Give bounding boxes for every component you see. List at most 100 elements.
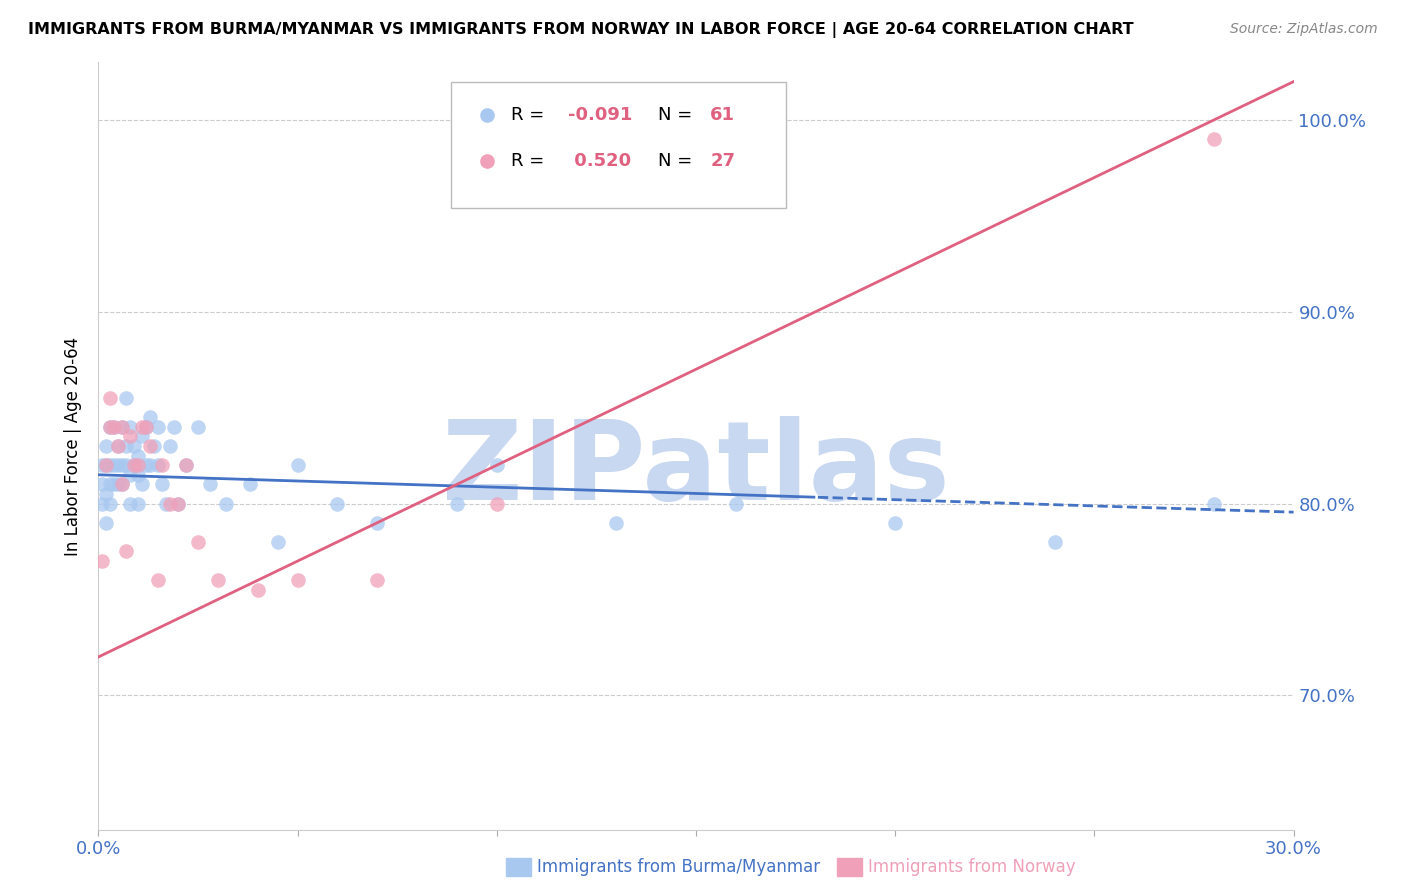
Point bbox=[198, 477, 221, 491]
Point bbox=[127, 467, 149, 482]
Point bbox=[120, 420, 142, 434]
Point bbox=[107, 439, 129, 453]
Point bbox=[148, 458, 170, 473]
Point bbox=[111, 477, 134, 491]
Point bbox=[174, 458, 197, 473]
Point bbox=[98, 458, 122, 473]
Text: R =: R = bbox=[510, 105, 550, 124]
Point bbox=[96, 458, 118, 473]
Point bbox=[124, 439, 146, 453]
Point bbox=[139, 410, 162, 425]
Point bbox=[120, 496, 142, 510]
Point bbox=[215, 496, 238, 510]
Point bbox=[107, 458, 129, 473]
Point bbox=[485, 496, 508, 510]
Text: ZIPatlas: ZIPatlas bbox=[441, 416, 950, 523]
Point bbox=[287, 573, 309, 587]
Point bbox=[115, 458, 138, 473]
Point bbox=[120, 467, 142, 482]
Point bbox=[103, 458, 125, 473]
Point bbox=[103, 477, 125, 491]
Point bbox=[605, 516, 627, 530]
Point bbox=[131, 477, 153, 491]
Point bbox=[98, 477, 122, 491]
Point bbox=[127, 496, 149, 510]
Point bbox=[124, 458, 146, 473]
FancyBboxPatch shape bbox=[451, 81, 786, 208]
Point bbox=[124, 458, 146, 473]
Point bbox=[111, 420, 134, 434]
Point bbox=[115, 439, 138, 453]
Point bbox=[163, 420, 186, 434]
Point bbox=[207, 573, 229, 587]
Text: 0.520: 0.520 bbox=[568, 152, 631, 169]
Point bbox=[91, 496, 114, 510]
Point bbox=[724, 496, 747, 510]
Point bbox=[159, 439, 181, 453]
Point bbox=[98, 420, 122, 434]
Text: -0.091: -0.091 bbox=[568, 105, 633, 124]
Point bbox=[1382, 244, 1405, 258]
Point bbox=[246, 582, 269, 597]
Text: IMMIGRANTS FROM BURMA/MYANMAR VS IMMIGRANTS FROM NORWAY IN LABOR FORCE | AGE 20-: IMMIGRANTS FROM BURMA/MYANMAR VS IMMIGRA… bbox=[28, 22, 1133, 38]
Point bbox=[98, 391, 122, 405]
Point bbox=[96, 516, 118, 530]
Text: 27: 27 bbox=[710, 152, 735, 169]
Point bbox=[446, 496, 468, 510]
Point bbox=[187, 534, 209, 549]
Point bbox=[111, 420, 134, 434]
Y-axis label: In Labor Force | Age 20-64: In Labor Force | Age 20-64 bbox=[65, 336, 83, 556]
Point bbox=[187, 420, 209, 434]
Point bbox=[150, 458, 173, 473]
Point bbox=[131, 420, 153, 434]
Point bbox=[115, 391, 138, 405]
Point bbox=[143, 439, 166, 453]
Point bbox=[107, 439, 129, 453]
Point bbox=[287, 458, 309, 473]
Text: N =: N = bbox=[658, 152, 697, 169]
Text: R =: R = bbox=[510, 152, 550, 169]
Point bbox=[167, 496, 190, 510]
Point bbox=[115, 544, 138, 558]
Point bbox=[366, 573, 388, 587]
Point bbox=[1043, 534, 1066, 549]
Point bbox=[103, 420, 125, 434]
Point bbox=[98, 496, 122, 510]
Text: 61: 61 bbox=[710, 105, 735, 124]
Point bbox=[159, 496, 181, 510]
Point bbox=[155, 496, 177, 510]
Point bbox=[107, 477, 129, 491]
Point bbox=[267, 534, 290, 549]
Point bbox=[239, 477, 262, 491]
Point bbox=[111, 477, 134, 491]
Point bbox=[135, 420, 157, 434]
Point bbox=[1202, 132, 1225, 146]
Point bbox=[148, 420, 170, 434]
Point bbox=[91, 554, 114, 568]
Text: N =: N = bbox=[658, 105, 697, 124]
Point bbox=[139, 458, 162, 473]
Point bbox=[98, 420, 122, 434]
Point bbox=[103, 420, 125, 434]
Point bbox=[131, 429, 153, 443]
Point bbox=[174, 458, 197, 473]
Text: Source: ZipAtlas.com: Source: ZipAtlas.com bbox=[1230, 22, 1378, 37]
Point bbox=[1202, 496, 1225, 510]
Point bbox=[96, 487, 118, 501]
Point bbox=[148, 573, 170, 587]
Point bbox=[111, 458, 134, 473]
Point bbox=[127, 449, 149, 463]
Point bbox=[96, 439, 118, 453]
Point bbox=[135, 420, 157, 434]
Point bbox=[127, 458, 149, 473]
Point bbox=[91, 477, 114, 491]
Text: Immigrants from Burma/Myanmar: Immigrants from Burma/Myanmar bbox=[537, 858, 820, 876]
Point bbox=[135, 458, 157, 473]
Text: Immigrants from Norway: Immigrants from Norway bbox=[868, 858, 1076, 876]
Point bbox=[366, 516, 388, 530]
Point bbox=[485, 458, 508, 473]
Point bbox=[120, 429, 142, 443]
Point bbox=[326, 496, 349, 510]
Point bbox=[884, 516, 907, 530]
Point bbox=[1382, 359, 1405, 373]
